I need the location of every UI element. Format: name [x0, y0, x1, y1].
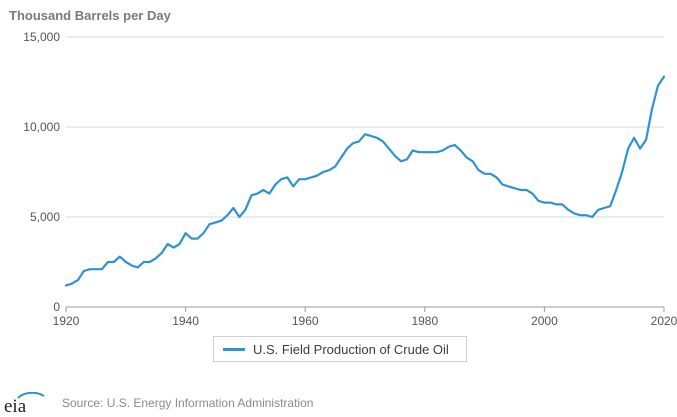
x-tick-label: 2000 [531, 314, 558, 328]
legend[interactable]: U.S. Field Production of Crude Oil [213, 336, 467, 362]
legend-label: U.S. Field Production of Crude Oil [253, 341, 449, 357]
x-tick-label: 2020 [651, 314, 677, 328]
eia-logo-swoosh [17, 392, 45, 399]
legend-swatch [223, 347, 245, 351]
y-tick-label: 5,000 [30, 210, 60, 224]
source-note: Source: U.S. Energy Information Administ… [62, 396, 314, 410]
y-tick-label: 15,000 [23, 30, 60, 44]
gridlines [66, 36, 664, 308]
series-line-0 [64, 75, 666, 287]
y-tick-label: 0 [53, 300, 60, 314]
x-axis-ticks: 1920 1940 1960 1980 2000 2020 [53, 307, 677, 328]
y-axis-unit-label: Thousand Barrels per Day [9, 8, 171, 23]
y-tick-label: 10,000 [23, 120, 60, 134]
x-tick-label: 1980 [411, 314, 438, 328]
footer: eia Source: U.S. Energy Information Admi… [0, 382, 677, 417]
x-tick-label: 1940 [172, 314, 199, 328]
eia-logo-text: eia [4, 396, 27, 414]
y-axis-ticks: 0 5,000 10,000 15,000 [23, 30, 60, 314]
series-layer [64, 75, 666, 287]
eia-logo: eia [4, 392, 45, 414]
x-tick-label: 1920 [53, 314, 80, 328]
x-tick-label: 1960 [292, 314, 319, 328]
